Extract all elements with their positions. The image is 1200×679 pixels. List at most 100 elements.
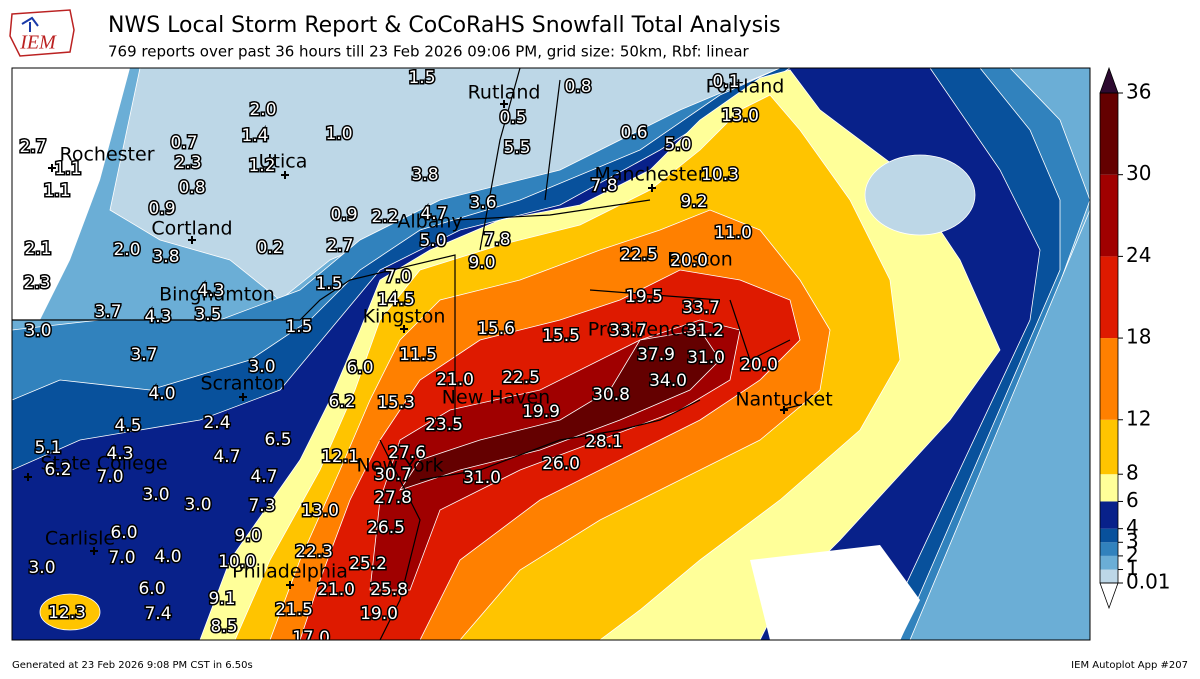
station-value: 3.0 [142, 485, 169, 505]
station-value: 7.8 [483, 230, 510, 250]
city-label: Boston [667, 249, 733, 271]
station-value: 4.0 [148, 384, 175, 404]
station-value: 9.1 [208, 589, 235, 609]
city-label: New Haven [442, 387, 550, 409]
station-value: 15.3 [377, 393, 415, 413]
footer-right: IEM Autoplot App #207 [1071, 660, 1188, 671]
station-value: 0.9 [330, 205, 357, 225]
station-value: 3.0 [184, 495, 211, 515]
city-label: Cortland [151, 218, 232, 240]
city-label: Carlisle [45, 528, 115, 550]
colorbar-tick-label: 1 [1126, 556, 1139, 580]
station-value: 19.9 [522, 402, 560, 422]
station-value: 17.0 [292, 628, 330, 648]
map-frame [11, 67, 1091, 641]
colorbar-swatch [1100, 474, 1118, 502]
station-value: 3.8 [411, 165, 438, 185]
station-value: 4.3 [106, 444, 133, 464]
station-value: 1.1 [54, 159, 81, 179]
station-value: 6.2 [328, 392, 355, 412]
station-value: 7.4 [144, 604, 171, 624]
colorbar-swatch [1100, 174, 1118, 257]
station-value: 1.2 [248, 156, 275, 176]
station-value: 4.7 [250, 467, 277, 487]
colorbar-swatch [1100, 256, 1118, 339]
station-value: 1.1 [43, 181, 70, 201]
station-value: 2.1 [24, 239, 51, 259]
station-value: 14.5 [377, 290, 415, 310]
station-value: 25.8 [370, 580, 408, 600]
station-value: 6.5 [264, 430, 291, 450]
colorbar-swatch [1100, 528, 1118, 543]
station-value: 31.0 [463, 468, 501, 488]
station-value: 5.5 [503, 138, 530, 158]
city-marker [188, 236, 196, 244]
city-marker [286, 581, 294, 589]
colorbar-swatch [1100, 569, 1118, 583]
station-value: 27.8 [374, 488, 412, 508]
city-marker [24, 473, 32, 481]
station-value: 4.3 [144, 307, 171, 327]
station-value: 0.1 [712, 72, 739, 92]
city-label: Scranton [200, 373, 285, 395]
station-value: 12.3 [48, 603, 86, 623]
contour-band [864, 154, 976, 236]
footer-left: Generated at 23 Feb 2026 9:08 PM CST in … [12, 660, 253, 671]
station-value: 0.8 [564, 77, 591, 97]
title: NWS Local Storm Report & CoCoRaHS Snowfa… [108, 13, 781, 38]
station-value: 31.2 [686, 321, 724, 341]
city-marker [648, 184, 656, 192]
station-value: 0.8 [178, 178, 205, 198]
station-value: 28.1 [585, 432, 623, 452]
logo-text: IEM [19, 32, 57, 54]
station-value: 11.5 [399, 345, 437, 365]
boundary [12, 68, 801, 640]
city-label: New York [356, 455, 443, 477]
station-value: 15.6 [477, 319, 515, 339]
city-label: Providence [588, 319, 693, 341]
city-marker [48, 164, 56, 172]
colorbar-swatch [1100, 542, 1118, 556]
station-value: 4.5 [114, 416, 141, 436]
contour-band [39, 593, 101, 631]
station-value: 3.7 [94, 302, 121, 322]
contour-band [750, 545, 920, 640]
colorbar-tick-label: 36 [1126, 80, 1151, 104]
station-value: 21.5 [275, 600, 313, 620]
station-value: 19.0 [360, 604, 398, 624]
station-value: 37.9 [637, 345, 675, 365]
city-marker [400, 325, 408, 333]
logo-icon [21, 16, 39, 32]
station-value: 19.5 [625, 287, 663, 307]
station-value: 7.3 [248, 496, 275, 516]
station-value: 33.7 [609, 321, 647, 341]
station-value: 4.3 [197, 281, 224, 301]
colorbar-tick-label: 2 [1126, 542, 1139, 566]
station-value: 1.5 [315, 274, 342, 294]
city-label: Rochester [60, 144, 155, 166]
station-value: 2.2 [371, 207, 398, 227]
station-value: 13.0 [721, 106, 759, 126]
contour-band [399, 329, 721, 491]
station-value: 2.0 [249, 100, 276, 120]
station-value: 1.0 [325, 124, 352, 144]
colorbar-swatch [1100, 93, 1118, 175]
station-value: 7.0 [108, 548, 135, 568]
colorbar-tick-label: 4 [1126, 515, 1139, 539]
city-label: Kingston [363, 306, 446, 328]
city-label: Rutland [468, 82, 541, 104]
colorbar-tick-label: 12 [1126, 406, 1151, 430]
city-marker [90, 547, 98, 555]
station-value: 21.0 [436, 370, 474, 390]
station-value: 11.0 [714, 223, 752, 243]
city-marker [780, 406, 788, 414]
colorbar-tick-label: 8 [1126, 461, 1139, 485]
station-value: 5.0 [664, 135, 691, 155]
contour-band [909, 209, 1090, 640]
station-value: 20.0 [670, 251, 708, 271]
station-value: 6.0 [110, 523, 137, 543]
station-value: 4.0 [154, 547, 181, 567]
station-value: 21.0 [317, 580, 355, 600]
station-value: 34.0 [649, 371, 687, 391]
